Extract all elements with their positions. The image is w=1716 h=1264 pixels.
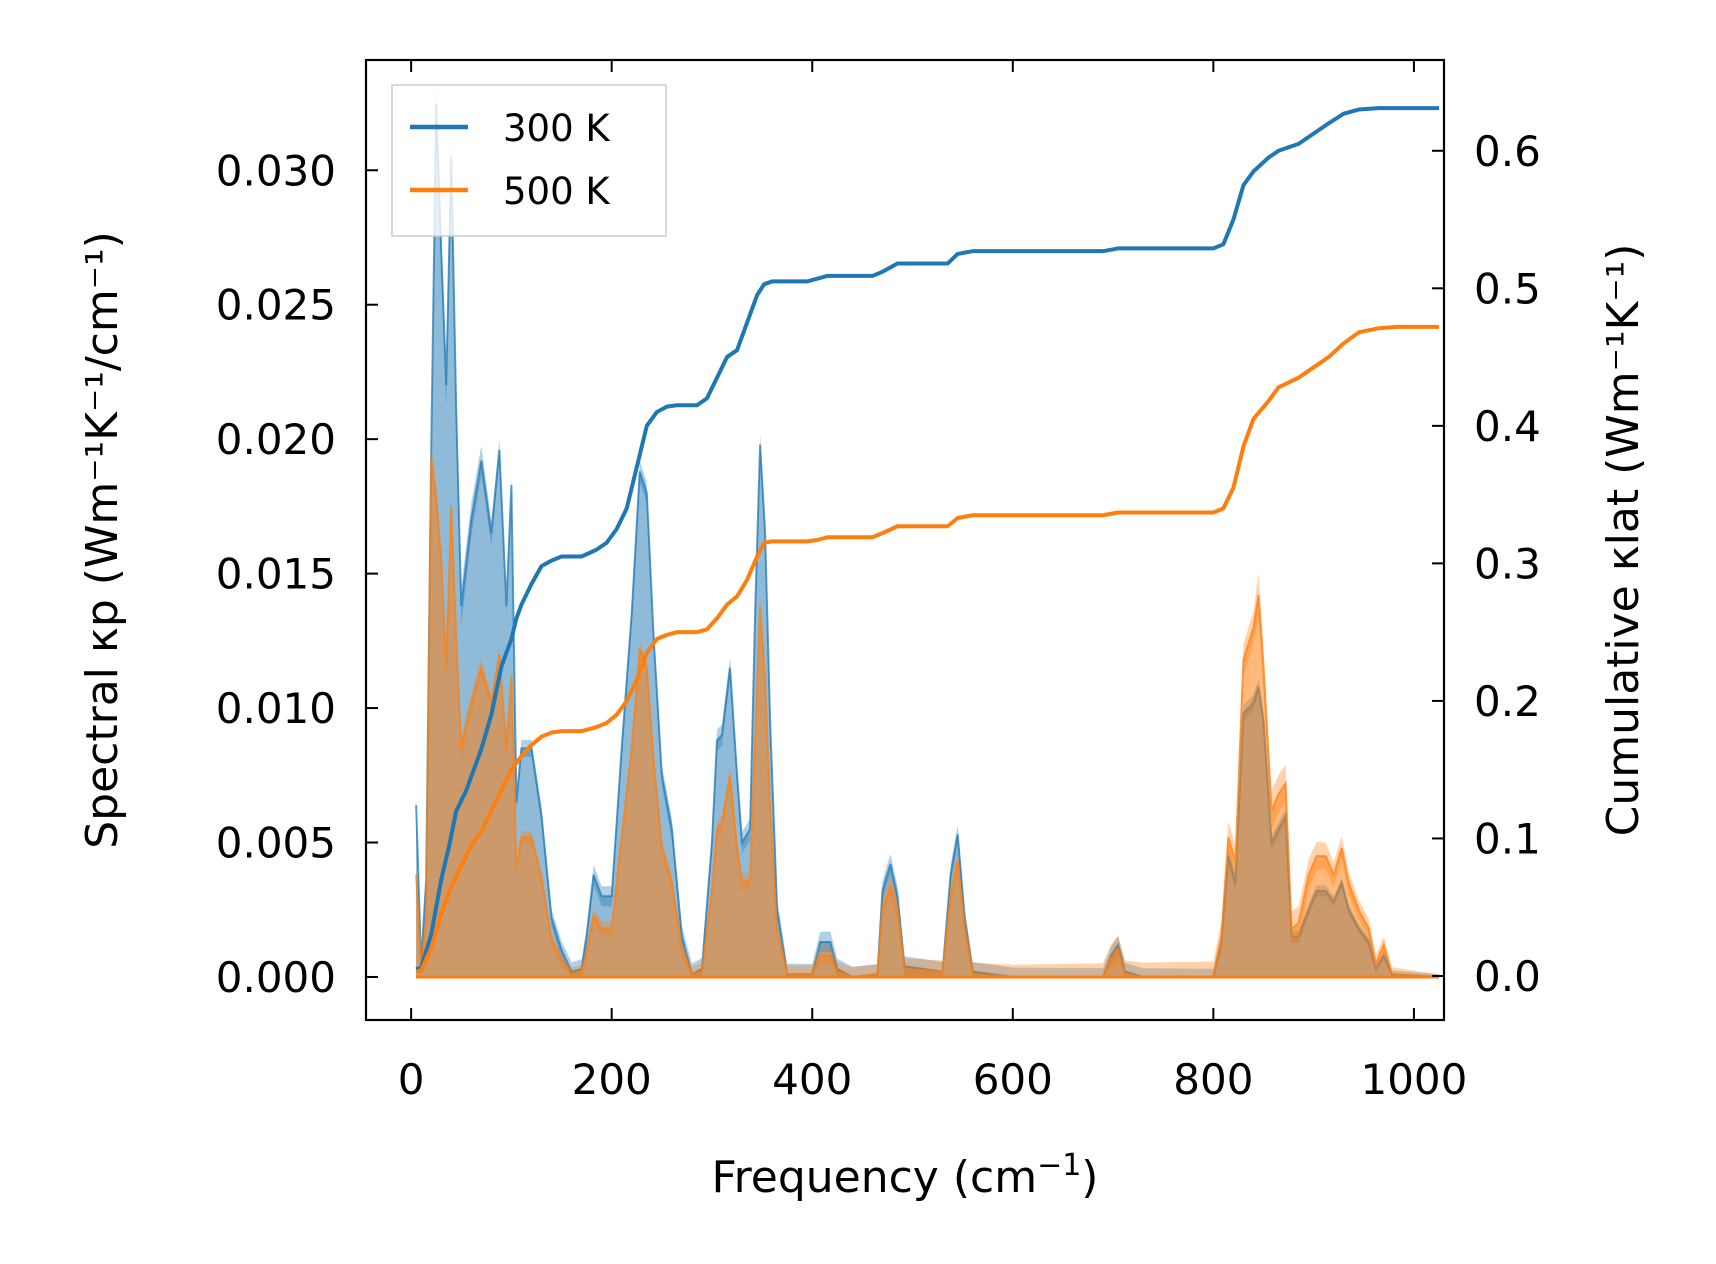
legend: 300 K 500 K [391,84,667,237]
y-right-tick-label: 0.5 [1474,264,1541,313]
x-axis-label-unit: cm [970,1152,1037,1203]
y-left-tick-label: 0.000 [216,953,336,1002]
x-tick-label: 800 [1173,1055,1253,1104]
y-left-tick-label: 0.010 [216,684,336,733]
x-tick-label: 400 [772,1055,852,1104]
y-right-tick-label: 0.0 [1474,952,1541,1001]
y-right-tick-label: 0.2 [1474,677,1541,726]
axes-frame [364,58,1446,1022]
y-right-tick-label: 0.4 [1474,402,1541,451]
y-left-tick-label: 0.020 [216,415,336,464]
y-left-tick-label: 0.025 [216,281,336,330]
plot-area [415,81,1440,979]
y-left-axis-label: Spectral κp (Wm⁻¹K⁻¹/cm⁻¹) [77,231,128,849]
x-axis-ticks: 0 200 400 600 800 1000 [398,60,1467,1104]
cumulative-line-500k [415,324,1439,974]
y-right-tick-label: 0.3 [1474,539,1541,588]
y-right-axis-ticks: 0.0 0.1 0.2 0.3 0.4 0.5 0.6 [1432,127,1541,1001]
y-right-axis-label: Cumulative κlat (Wm⁻¹K⁻¹) [1598,244,1649,837]
spectral-line-500k [415,457,1440,978]
x-tick-label: 200 [572,1055,652,1104]
y-left-axis-ticks: 0.000 0.005 0.010 0.015 0.020 0.025 0.030 [216,146,378,1002]
y-right-tick-label: 0.1 [1474,814,1541,863]
legend-label-300k: 300 K [503,107,611,150]
spectral-area-500k [416,457,1439,977]
y-left-tick-label: 0.015 [216,550,336,599]
x-axis-label: Frequency (cm−1) [712,1148,1099,1203]
cumulative-line-300k [415,106,1439,972]
x-tick-label: 600 [973,1055,1053,1104]
y-left-tick-label: 0.030 [216,146,336,195]
y-left-tick-label: 0.005 [216,819,336,868]
legend-label-500k: 500 K [503,170,611,213]
x-axis-label-name: Frequency [712,1152,939,1203]
legend-box [391,84,667,237]
x-axis-label-unit-exponent: −1 [1037,1148,1081,1183]
x-tick-label: 0 [398,1055,425,1104]
x-tick-label: 1000 [1360,1055,1467,1104]
y-right-tick-label: 0.6 [1474,127,1541,176]
